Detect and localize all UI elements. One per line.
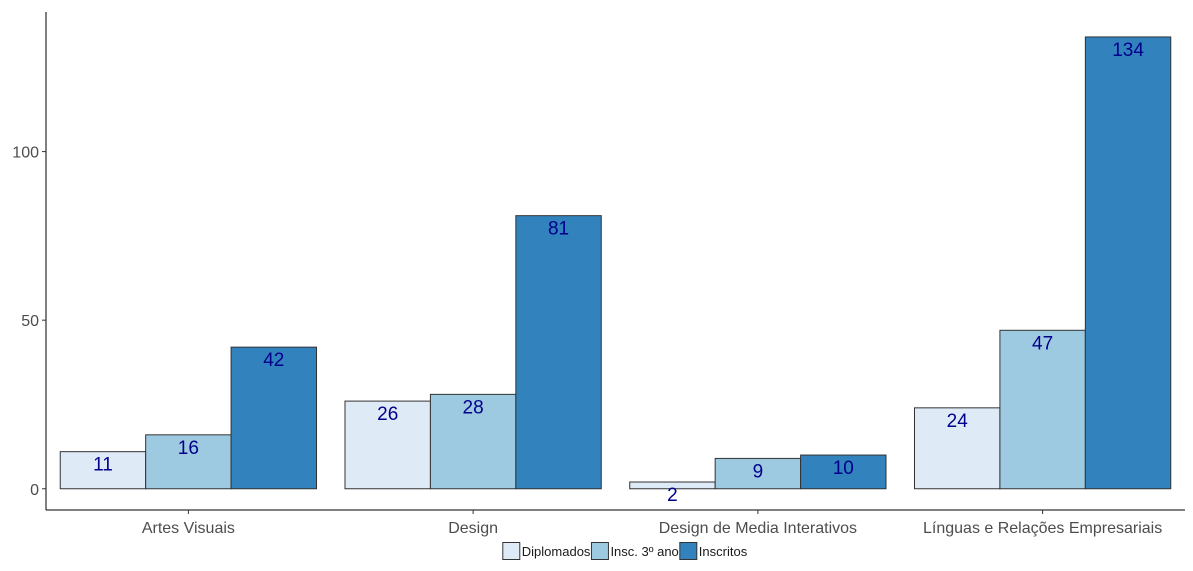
legend-label: Diplomados — [522, 544, 591, 559]
data-label: 134 — [1112, 40, 1144, 61]
data-label: 47 — [1032, 333, 1053, 354]
bar — [145, 434, 232, 490]
legend: Diplomados Insc. 3º ano Inscritos — [502, 542, 748, 560]
data-label: 16 — [178, 438, 199, 459]
bar — [515, 215, 602, 490]
data-label: 9 — [753, 461, 764, 482]
data-labels: 11 16 42 26 28 81 2 9 10 24 47 134 — [93, 40, 1144, 506]
x-tick-label: Design — [448, 520, 498, 537]
bar — [230, 346, 318, 490]
y-tick-label: 0 — [30, 482, 39, 499]
data-label: 24 — [947, 411, 969, 432]
legend-label: Inscritos — [699, 544, 748, 559]
bar — [800, 454, 887, 490]
y-tick-label: 100 — [12, 145, 39, 162]
bar — [344, 400, 431, 490]
bar — [999, 329, 1086, 490]
legend-swatch — [679, 542, 698, 560]
bars — [59, 36, 1172, 490]
legend-label: Insc. 3º ano — [610, 544, 678, 559]
data-label: 26 — [377, 404, 398, 425]
bar — [1084, 36, 1172, 490]
x-tick-label: Artes Visuais — [142, 520, 235, 537]
data-label: 11 — [93, 455, 113, 476]
data-label: 42 — [263, 350, 284, 371]
y-axis: 0 50 100 — [12, 12, 47, 510]
x-axis: Artes Visuais Design Design de Media Inter… — [46, 509, 1185, 537]
x-tick-label: Línguas e Relações Empresariais — [923, 520, 1162, 537]
x-tick-label: Design de Media Interativos — [659, 520, 857, 537]
legend-swatch — [590, 542, 609, 560]
data-label: 81 — [548, 219, 569, 240]
data-label: 28 — [463, 397, 484, 418]
bar — [714, 457, 802, 490]
data-label: 10 — [833, 458, 854, 479]
y-tick-label: 50 — [21, 313, 39, 330]
bar — [429, 393, 517, 490]
legend-swatch — [502, 542, 521, 560]
bar — [913, 407, 1001, 490]
data-label: 2 — [667, 485, 678, 506]
